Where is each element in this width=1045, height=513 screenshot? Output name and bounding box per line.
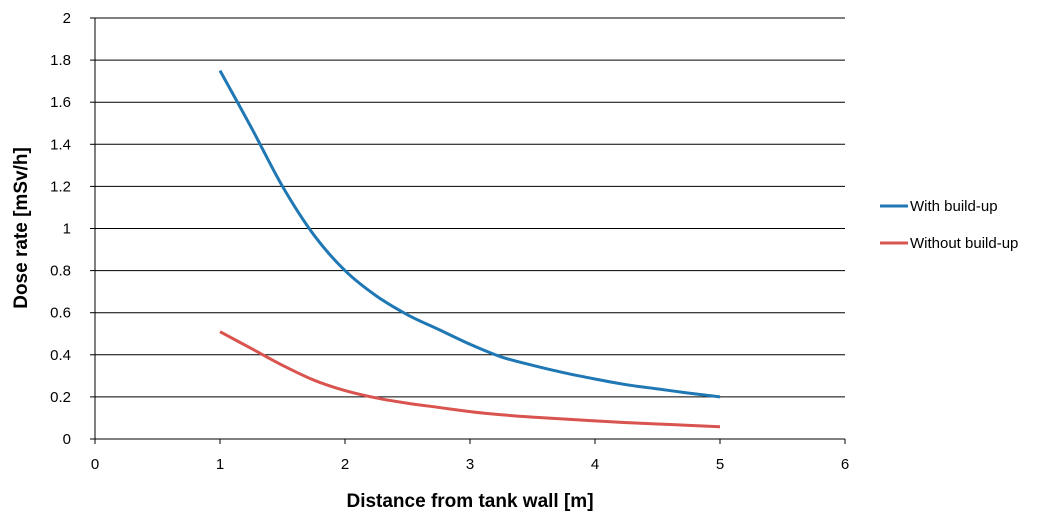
y-tick-label: 2 xyxy=(63,10,71,27)
y-tick-label: 0.8 xyxy=(50,263,71,280)
x-tick-label: 0 xyxy=(91,456,99,473)
series-lines xyxy=(218,69,721,429)
y-tick-label: 1 xyxy=(63,221,71,238)
x-tick-label: 2 xyxy=(341,456,349,473)
series-line-1 xyxy=(218,69,721,399)
x-tick-label: 4 xyxy=(591,456,599,473)
series-line-2 xyxy=(219,330,721,429)
x-tick-label: 6 xyxy=(841,456,849,473)
axes xyxy=(90,17,846,444)
y-tick-label: 0 xyxy=(63,431,71,448)
y-tick-label: 1.2 xyxy=(50,178,71,195)
gridlines xyxy=(95,17,845,398)
x-tick-label: 5 xyxy=(716,456,724,473)
x-tick-label: 3 xyxy=(466,456,474,473)
x-axis-title: Distance from tank wall [m] xyxy=(346,491,593,512)
y-tick-label: 0.6 xyxy=(50,305,71,322)
tick-labels: 0 0.2 0.4 0.6 0.8 1 1.2 1.4 1.6 1.8 2 0 1 2 3 4 5 6 xyxy=(50,10,849,473)
legend-label: Without build-up xyxy=(910,235,1018,252)
x-tick-label: 1 xyxy=(216,456,224,473)
y-tick-label: 1.6 xyxy=(50,94,71,111)
legend-label: With build-up xyxy=(910,198,998,215)
y-tick-label: 1.8 xyxy=(50,52,71,69)
y-tick-label: 0.4 xyxy=(50,347,71,364)
legend: With build-up Without build-up xyxy=(880,198,1018,252)
y-axis-title: Dose rate [mSv/h] xyxy=(11,147,32,309)
y-tick-label: 0.2 xyxy=(50,389,71,406)
y-tick-label: 1.4 xyxy=(50,136,71,153)
